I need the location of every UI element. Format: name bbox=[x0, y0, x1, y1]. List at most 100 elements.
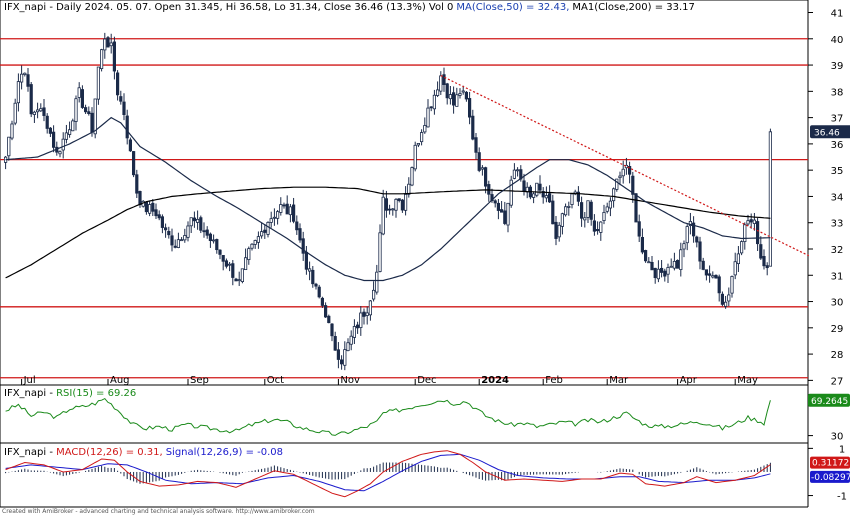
candle[interactable] bbox=[36, 102, 40, 119]
candle[interactable] bbox=[32, 110, 37, 123]
candle[interactable] bbox=[516, 167, 520, 177]
candle[interactable] bbox=[467, 91, 472, 125]
candle[interactable] bbox=[100, 48, 104, 72]
candle[interactable] bbox=[154, 203, 158, 219]
candle[interactable] bbox=[394, 198, 398, 218]
candle[interactable] bbox=[282, 202, 286, 209]
candle[interactable] bbox=[448, 85, 453, 105]
candle[interactable] bbox=[564, 203, 568, 217]
candle[interactable] bbox=[676, 259, 680, 269]
candle[interactable] bbox=[391, 208, 395, 216]
candle[interactable] bbox=[451, 86, 456, 114]
candle[interactable] bbox=[397, 198, 401, 203]
candle[interactable] bbox=[727, 287, 731, 307]
candle[interactable] bbox=[544, 186, 549, 203]
price-pane[interactable]: 27 28 29 30 31 32 33 34 35 36 37 38 39 40 41 36.46 IFX… bbox=[0, 2, 850, 387]
candle[interactable] bbox=[653, 267, 657, 284]
candle[interactable] bbox=[532, 191, 536, 204]
candle[interactable] bbox=[221, 255, 225, 271]
candle[interactable] bbox=[442, 67, 446, 92]
candle[interactable] bbox=[471, 109, 475, 141]
candle[interactable] bbox=[426, 99, 430, 128]
candle[interactable] bbox=[269, 211, 273, 228]
candle[interactable] bbox=[301, 231, 305, 261]
candle[interactable] bbox=[432, 89, 437, 115]
candle[interactable] bbox=[259, 222, 264, 239]
candle[interactable] bbox=[496, 198, 501, 220]
candle[interactable] bbox=[218, 249, 222, 260]
candle[interactable] bbox=[765, 262, 769, 276]
candle[interactable] bbox=[656, 260, 661, 283]
candle[interactable] bbox=[660, 260, 664, 278]
candle[interactable] bbox=[179, 237, 184, 242]
candle[interactable] bbox=[211, 234, 216, 244]
candle[interactable] bbox=[410, 166, 414, 187]
candle[interactable] bbox=[343, 341, 347, 371]
candle[interactable] bbox=[644, 249, 648, 263]
candle[interactable] bbox=[176, 232, 180, 249]
candle[interactable] bbox=[423, 117, 427, 134]
candle[interactable] bbox=[474, 133, 478, 160]
candle[interactable] bbox=[298, 223, 302, 243]
candle[interactable] bbox=[570, 193, 574, 209]
candle[interactable] bbox=[499, 201, 504, 213]
candle[interactable] bbox=[147, 200, 152, 217]
candle[interactable] bbox=[461, 85, 465, 95]
candle[interactable] bbox=[202, 222, 206, 238]
candle[interactable] bbox=[576, 186, 581, 207]
candle[interactable] bbox=[314, 282, 318, 290]
candle[interactable] bbox=[371, 281, 376, 302]
candle[interactable] bbox=[39, 103, 43, 113]
candle[interactable] bbox=[58, 150, 62, 158]
candle[interactable] bbox=[144, 200, 148, 215]
candle[interactable] bbox=[330, 323, 334, 342]
candle[interactable] bbox=[183, 228, 187, 243]
candle[interactable] bbox=[26, 68, 30, 92]
candle[interactable] bbox=[231, 260, 235, 286]
candle[interactable] bbox=[509, 175, 513, 208]
candle[interactable] bbox=[266, 221, 270, 238]
candle[interactable] bbox=[640, 228, 645, 255]
candle[interactable] bbox=[400, 198, 405, 213]
candle[interactable] bbox=[743, 222, 747, 250]
candle[interactable] bbox=[234, 277, 238, 282]
candle[interactable] bbox=[567, 201, 571, 216]
candle[interactable] bbox=[205, 226, 209, 239]
candle[interactable] bbox=[240, 268, 244, 284]
candle[interactable] bbox=[189, 217, 193, 234]
candle[interactable] bbox=[199, 215, 203, 234]
candle[interactable] bbox=[538, 175, 542, 195]
candle[interactable] bbox=[455, 87, 459, 107]
candle[interactable] bbox=[186, 221, 190, 242]
candle[interactable] bbox=[135, 169, 139, 199]
candle[interactable] bbox=[151, 199, 155, 217]
candle[interactable] bbox=[551, 194, 555, 225]
candle[interactable] bbox=[52, 125, 56, 153]
candle[interactable] bbox=[378, 224, 382, 273]
candle[interactable] bbox=[320, 296, 325, 308]
candle[interactable] bbox=[215, 238, 219, 254]
candle[interactable] bbox=[749, 213, 753, 229]
candle[interactable] bbox=[631, 171, 635, 203]
candle[interactable] bbox=[669, 258, 673, 268]
candle[interactable] bbox=[413, 141, 417, 172]
candle[interactable] bbox=[692, 216, 696, 243]
candle[interactable] bbox=[596, 221, 600, 235]
candle[interactable] bbox=[762, 249, 766, 270]
candle[interactable] bbox=[173, 239, 177, 249]
candle[interactable] bbox=[535, 182, 539, 198]
candle[interactable] bbox=[679, 242, 683, 277]
candle[interactable] bbox=[275, 210, 280, 225]
candle[interactable] bbox=[612, 187, 616, 208]
candle[interactable] bbox=[647, 257, 651, 264]
candle[interactable] bbox=[580, 196, 584, 227]
candle[interactable] bbox=[208, 232, 212, 248]
candle[interactable] bbox=[637, 214, 641, 243]
candle[interactable] bbox=[435, 81, 440, 98]
candle[interactable] bbox=[477, 147, 481, 173]
candle[interactable] bbox=[419, 129, 424, 146]
candle[interactable] bbox=[589, 199, 593, 226]
candle[interactable] bbox=[48, 127, 53, 137]
candle[interactable] bbox=[736, 246, 741, 272]
